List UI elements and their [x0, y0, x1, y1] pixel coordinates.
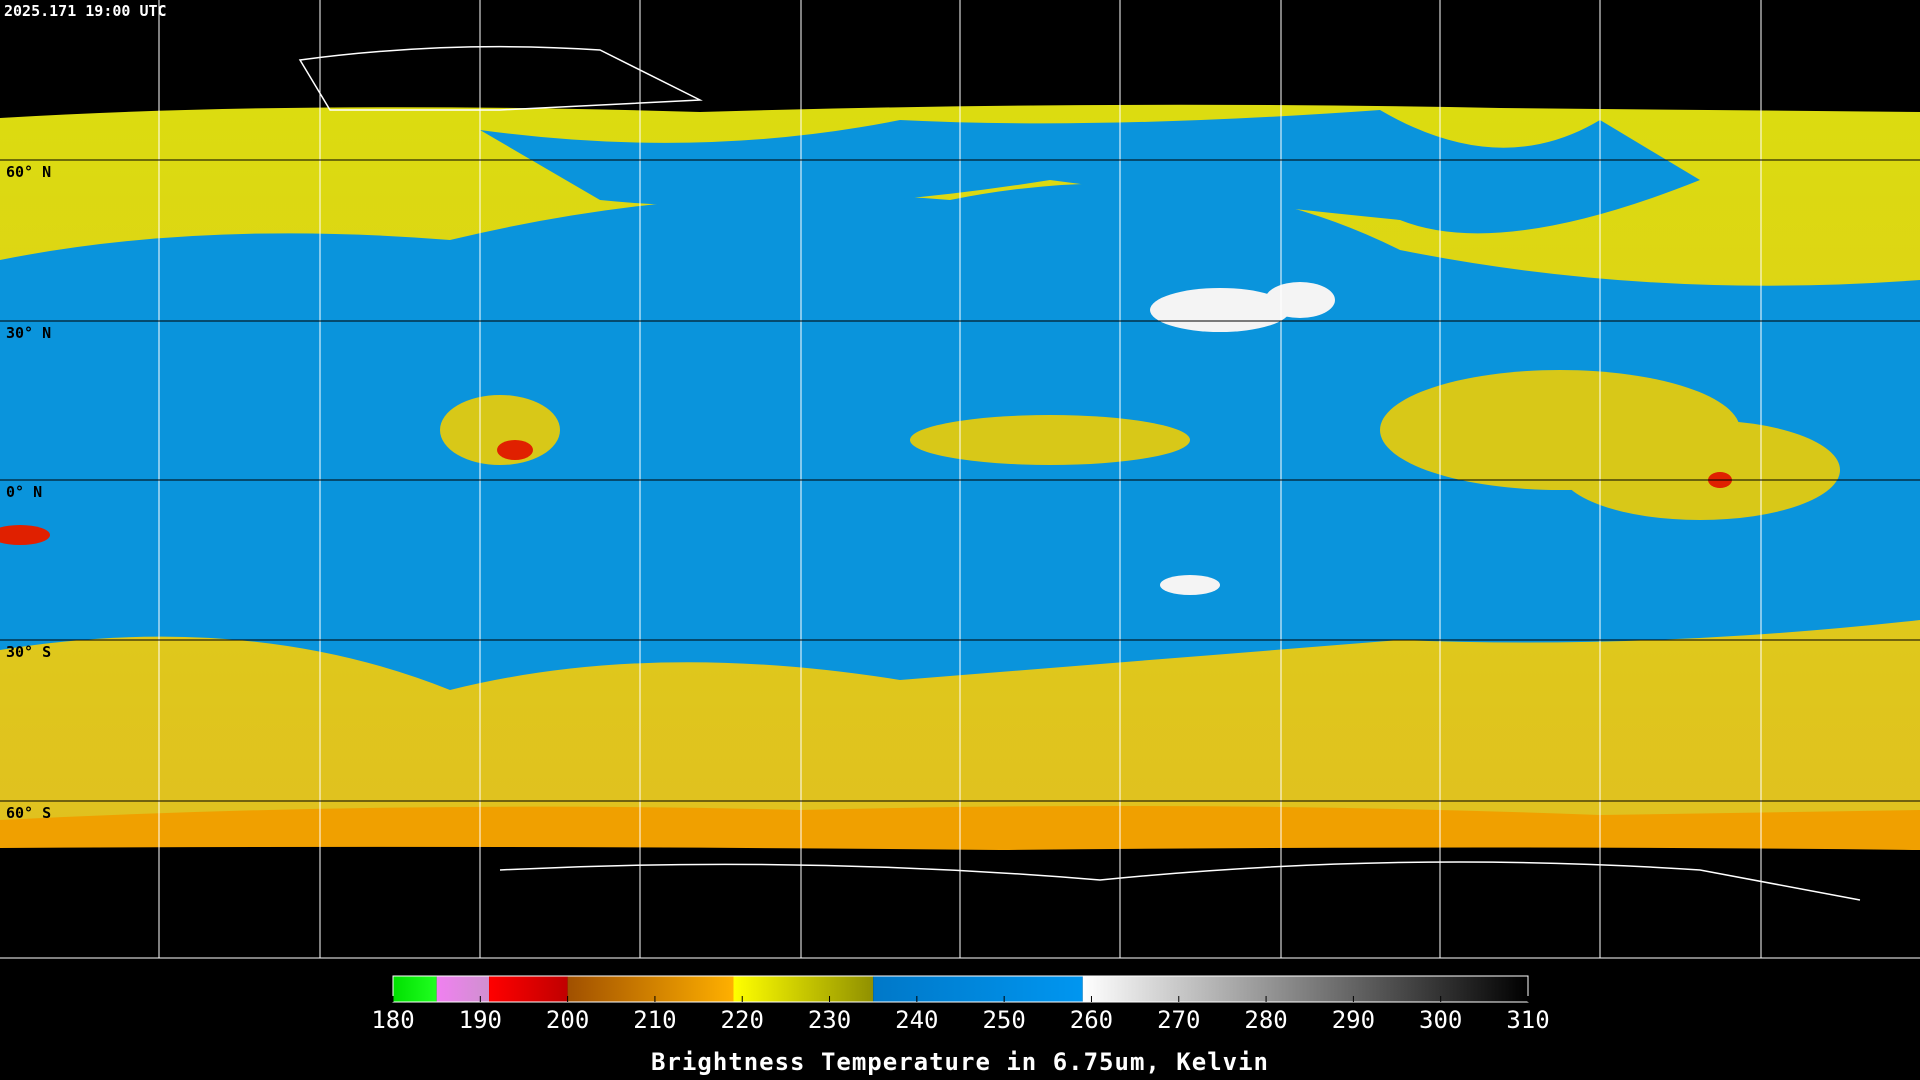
colorbar-segment — [489, 976, 568, 1002]
colorbar-segment — [567, 976, 734, 1002]
colorbar-frame — [392, 975, 1529, 1003]
colorbar-tick-label: 300 — [1419, 1006, 1462, 1034]
colorbar-tick-label: 250 — [982, 1006, 1025, 1034]
colorbar-tick-label: 280 — [1244, 1006, 1287, 1034]
colorbar-segment — [733, 976, 874, 1002]
colorbar-tick-label: 220 — [721, 1006, 764, 1034]
colorbar-tick-label: 310 — [1506, 1006, 1549, 1034]
latitude-label: 30° N — [6, 324, 51, 342]
colorbar-tick-label: 200 — [546, 1006, 589, 1034]
colorbar-segment — [873, 976, 1083, 1002]
colorbar-segment — [436, 976, 490, 1002]
colorbar-tick-label: 190 — [459, 1006, 502, 1034]
latitude-label: 0° N — [6, 483, 42, 501]
colorbar: 180 190 200 210 220 230 240 250 260 270 280 290 300 3… — [371, 975, 1550, 1034]
latitude-label: 60° S — [6, 804, 51, 822]
colorbar-tick-label: 290 — [1332, 1006, 1375, 1034]
colorbar-segment — [1082, 976, 1528, 1002]
latitude-label: 30° S — [6, 643, 51, 661]
map-grid: 60° N 30° N 0° N 30° S 60° S — [0, 0, 1920, 959]
colorbar-tick-label: 260 — [1070, 1006, 1113, 1034]
colorbar-tick-label: 240 — [895, 1006, 938, 1034]
colorbar-tick-label: 210 — [633, 1006, 676, 1034]
timestamp: 2025.171 19:00 UTC — [4, 2, 167, 20]
colorbar-tick-label: 270 — [1157, 1006, 1200, 1034]
latitude-label: 60° N — [6, 163, 51, 181]
colorbar-title: Brightness Temperature in 6.75um, Kelvin — [651, 1048, 1269, 1076]
colorbar-tick-label: 230 — [808, 1006, 851, 1034]
colorbar-segment — [393, 976, 437, 1002]
colorbar-tick-label: 180 — [371, 1006, 414, 1034]
